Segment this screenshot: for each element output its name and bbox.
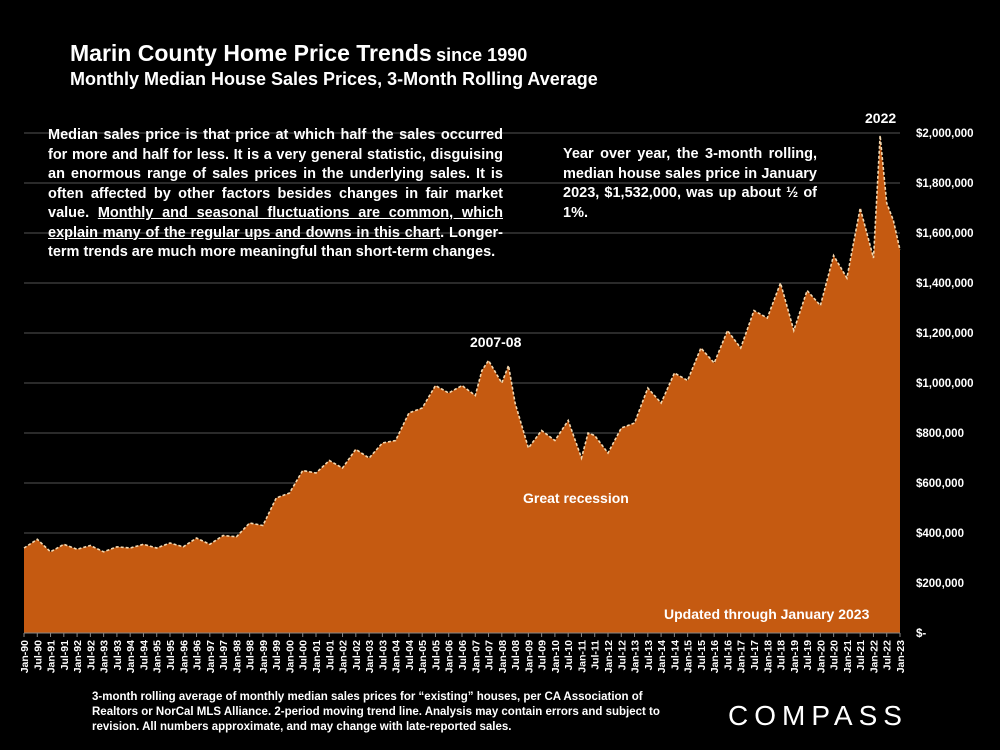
x-tick-label: Jan-11 bbox=[577, 640, 589, 673]
x-tick-label: Jan-16 bbox=[709, 640, 721, 673]
y-tick-label: $- bbox=[916, 628, 926, 640]
x-tick-label: Jan-95 bbox=[152, 640, 164, 673]
x-tick-label: Jan-98 bbox=[231, 640, 243, 673]
x-tick-label: Jul-92 bbox=[85, 640, 97, 671]
annotation-2007-08: 2007-08 bbox=[470, 334, 522, 350]
x-tick-label: Jan-03 bbox=[364, 640, 376, 673]
x-tick-label: Jan-04 bbox=[391, 640, 403, 673]
x-tick-label: Jul-15 bbox=[696, 640, 708, 671]
note-text-1: Median sales price is that price at whic… bbox=[48, 127, 503, 221]
x-tick-label: Jan-02 bbox=[338, 640, 350, 673]
x-tick-label: Jul-98 bbox=[245, 640, 257, 671]
x-tick-label: Jul-22 bbox=[882, 640, 894, 671]
x-tick-label: Jul-02 bbox=[351, 640, 363, 671]
x-tick-label: Jan-06 bbox=[444, 640, 456, 673]
x-tick-label: Jul-14 bbox=[669, 640, 681, 671]
x-tick-label: Jan-91 bbox=[46, 640, 58, 673]
x-tick-label: Jan-00 bbox=[285, 640, 297, 673]
y-tick-label: $2,000,000 bbox=[916, 128, 974, 140]
x-tick-label: Jul-01 bbox=[324, 640, 336, 671]
x-tick-label: Jan-09 bbox=[523, 640, 535, 673]
title-text: Marin County Home Price Trends bbox=[70, 40, 432, 66]
x-tick-label: Jul-21 bbox=[855, 640, 867, 671]
x-tick-label: Jan-97 bbox=[205, 640, 217, 673]
x-tick-label: Jul-17 bbox=[749, 640, 761, 671]
x-tick-label: Jul-06 bbox=[457, 640, 469, 671]
y-tick-label: $1,200,000 bbox=[916, 328, 974, 340]
annotation-great-recession: Great recession bbox=[523, 490, 629, 506]
chart-title: Marin County Home Price Trends since 199… bbox=[70, 40, 598, 90]
x-tick-label: Jul-99 bbox=[271, 640, 283, 671]
chart-gridlines bbox=[24, 132, 900, 584]
x-tick-label: Jul-97 bbox=[218, 640, 230, 671]
x-tick-label: Jan-19 bbox=[789, 640, 801, 673]
x-tick-label: Jan-22 bbox=[869, 640, 881, 673]
x-tick-label: Jan-18 bbox=[762, 640, 774, 673]
x-tick-label: Jul-00 bbox=[298, 640, 310, 671]
x-tick-label: Jan-07 bbox=[470, 640, 482, 673]
note-text-2: . Longer-term trends are much more meani… bbox=[48, 224, 503, 261]
x-tick-label: Jan-23 bbox=[895, 640, 907, 673]
x-tick-label: Jan-96 bbox=[178, 640, 190, 673]
chart-subtitle: Monthly Median House Sales Prices, 3-Mon… bbox=[70, 69, 598, 89]
x-tick-label: Jan-14 bbox=[656, 640, 668, 673]
y-tick-label: $1,400,000 bbox=[916, 278, 974, 290]
x-tick-label: Jan-13 bbox=[630, 640, 642, 673]
x-tick-label: Jan-93 bbox=[99, 640, 111, 673]
x-tick-label: Jul-08 bbox=[510, 640, 522, 671]
x-tick-label: Jul-18 bbox=[776, 640, 788, 671]
x-tick-label: Jul-05 bbox=[431, 640, 443, 671]
y-tick-label: $1,600,000 bbox=[916, 228, 974, 240]
x-tick-label: Jul-93 bbox=[112, 640, 124, 671]
x-tick-label: Jul-09 bbox=[537, 640, 549, 671]
x-tick-label: Jul-11 bbox=[590, 640, 602, 670]
y-tick-label: $1,000,000 bbox=[916, 378, 974, 390]
x-tick-label: Jul-95 bbox=[165, 640, 177, 671]
x-tick-label: Jul-04 bbox=[404, 640, 416, 671]
source-footnote: 3-month rolling average of monthly media… bbox=[92, 691, 660, 733]
x-tick-label: Jan-05 bbox=[417, 640, 429, 673]
x-tick-label: Jul-19 bbox=[802, 640, 814, 671]
x-tick-label: Jul-03 bbox=[377, 640, 389, 671]
x-tick-label: Jan-10 bbox=[550, 640, 562, 673]
yoy-note: Year over year, the 3-month rolling, med… bbox=[563, 146, 817, 221]
x-tick-label: Jul-90 bbox=[32, 640, 44, 671]
x-tick-label: Jul-94 bbox=[139, 640, 151, 671]
y-tick-label: $800,000 bbox=[916, 428, 964, 440]
x-axis: Jan-90 Jul-90 Jan-91 Jul-91 Jan-92 Jul-92 Jan-… bbox=[19, 633, 907, 673]
y-tick-label: $400,000 bbox=[916, 528, 964, 540]
x-tick-label: Jan-12 bbox=[603, 640, 615, 673]
compass-logo: COMPASS bbox=[728, 700, 908, 731]
y-tick-label: $1,800,000 bbox=[916, 178, 974, 190]
x-tick-label: Jan-99 bbox=[258, 640, 270, 673]
title-suffix: since 1990 bbox=[436, 45, 528, 65]
x-tick-label: Jan-01 bbox=[311, 640, 323, 673]
x-tick-label: Jul-07 bbox=[484, 640, 496, 671]
x-tick-label: Jul-10 bbox=[563, 640, 575, 671]
x-tick-label: Jan-21 bbox=[842, 640, 854, 673]
x-tick-label: Jul-91 bbox=[59, 640, 71, 671]
x-tick-label: Jan-92 bbox=[72, 640, 84, 673]
annotation-updated: Updated through January 2023 bbox=[664, 606, 870, 622]
x-tick-label: Jan-90 bbox=[19, 640, 31, 673]
x-tick-label: Jul-16 bbox=[723, 640, 735, 671]
x-tick-label: Jan-20 bbox=[815, 640, 827, 673]
note-text-underlined: Monthly and seasonal fluctuations are co… bbox=[48, 205, 503, 241]
y-tick-label: $600,000 bbox=[916, 478, 964, 490]
x-tick-label: Jul-13 bbox=[643, 640, 655, 671]
trend-line bbox=[23, 135, 901, 553]
x-tick-label: Jul-96 bbox=[192, 640, 204, 671]
x-tick-label: Jul-20 bbox=[829, 640, 841, 671]
x-tick-label: Jul-12 bbox=[616, 640, 628, 671]
x-tick-label: Jan-17 bbox=[736, 640, 748, 673]
x-tick-label: Jan-94 bbox=[125, 640, 137, 673]
annotation-2022: 2022 bbox=[865, 110, 897, 126]
x-tick-label: Jan-15 bbox=[683, 640, 695, 673]
price-area bbox=[24, 135, 900, 633]
median-explanation-note: Median sales price is that price at whic… bbox=[48, 126, 503, 263]
y-tick-label: $200,000 bbox=[916, 578, 964, 590]
y-axis: $- $200,000 $400,000 $600,000 $800,000 $1,000… bbox=[916, 128, 974, 640]
x-tick-label: Jan-08 bbox=[497, 640, 509, 673]
